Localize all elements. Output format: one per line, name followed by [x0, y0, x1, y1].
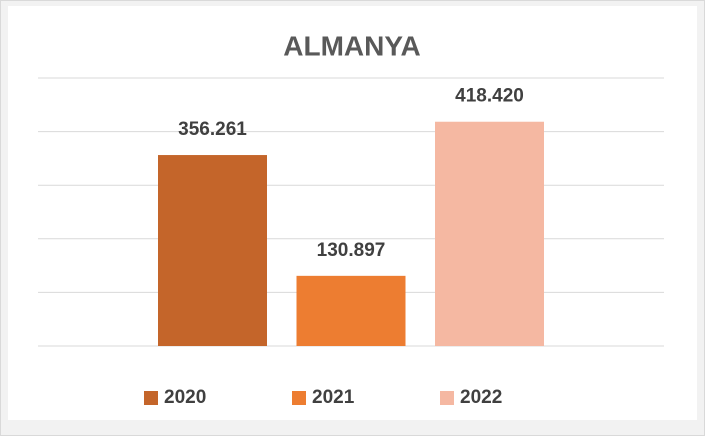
legend-swatch — [440, 391, 454, 405]
bar — [435, 121, 544, 346]
bar — [296, 275, 406, 346]
legend-swatch — [144, 391, 158, 405]
legend-label: 2021 — [312, 387, 355, 408]
data-label: 356.261 — [178, 119, 247, 140]
legend-label: 2020 — [164, 387, 206, 408]
chart-area — [8, 6, 697, 420]
legend-swatch — [292, 391, 306, 405]
data-label: 130.897 — [317, 240, 386, 261]
bar — [158, 155, 267, 346]
legend-label: 2022 — [460, 387, 502, 408]
data-label: 418.420 — [455, 86, 524, 107]
chart-title: ALMANYA — [283, 30, 420, 61]
